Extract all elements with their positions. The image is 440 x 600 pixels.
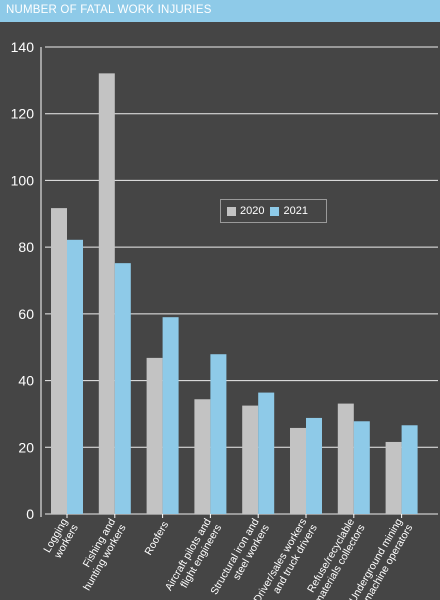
bar-2020-4 — [242, 405, 259, 514]
x-tick-label-line: Roofers — [142, 520, 171, 558]
legend-swatch-2021 — [270, 206, 280, 216]
bar-2021-4 — [258, 392, 275, 514]
bar-2021-2 — [162, 317, 179, 514]
chart-legend: 2020 2021 — [220, 199, 327, 223]
legend-label-2021: 2021 — [283, 205, 308, 217]
bar-2021-3 — [210, 354, 227, 514]
bar-2021-7 — [401, 425, 418, 514]
y-tick-label: 0 — [26, 506, 34, 522]
bar-2020-2 — [146, 357, 163, 514]
legend-item-2021: 2021 — [270, 205, 308, 217]
bar-2021-0 — [67, 239, 83, 514]
legend-item-2020: 2020 — [227, 205, 264, 217]
x-tick-label: Loggingworkers — [41, 516, 81, 561]
bar-2021-5 — [306, 417, 322, 514]
y-tick-label: 60 — [18, 306, 34, 322]
bar-2021-6 — [353, 421, 370, 514]
bar-2020-5 — [290, 427, 306, 514]
y-tick-label: 40 — [18, 373, 34, 389]
chart-header-title: NUMBER OF FATAL WORK INJURIES — [6, 4, 212, 16]
y-tick-label: 80 — [18, 239, 34, 255]
y-tick-label: 140 — [11, 39, 35, 55]
bar-2020-0 — [51, 208, 67, 515]
legend-label-2020: 2020 — [240, 205, 265, 217]
y-tick-label: 20 — [18, 439, 34, 455]
bar-2020-6 — [337, 403, 354, 514]
bar-2021-1 — [114, 263, 131, 514]
x-tick-label: Roofers — [142, 520, 171, 558]
bar-2020-3 — [194, 399, 211, 514]
chart-header: NUMBER OF FATAL WORK INJURIES — [0, 0, 440, 22]
y-tick-label: 120 — [11, 106, 35, 122]
bar-2020-7 — [385, 441, 402, 514]
y-tick-label: 100 — [11, 172, 35, 188]
bar-2020-1 — [98, 73, 115, 514]
legend-swatch-2020 — [227, 206, 236, 216]
